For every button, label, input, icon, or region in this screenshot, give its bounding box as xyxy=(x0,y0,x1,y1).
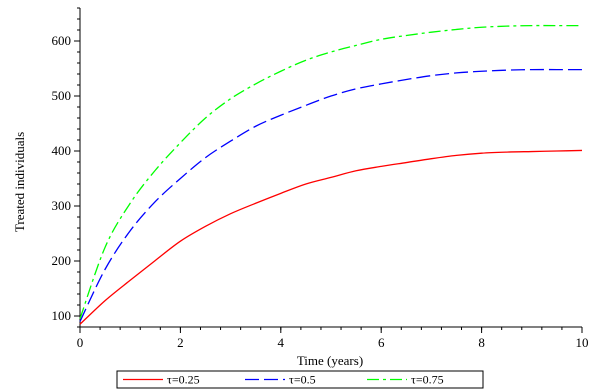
x-tick-label: 2 xyxy=(177,335,184,350)
y-tick-label: 600 xyxy=(52,33,72,48)
y-tick-label: 200 xyxy=(52,253,72,268)
legend: τ=0.25 τ=0.5 τ=0.75 xyxy=(116,370,484,389)
x-tick-label: 8 xyxy=(478,335,485,350)
series-lines xyxy=(79,24,583,325)
x-tick-label: 6 xyxy=(378,335,385,350)
x-tick-label: 4 xyxy=(278,335,285,350)
y-axis-title: Treated individuals xyxy=(12,132,27,232)
x-axis-title: Time (years) xyxy=(297,353,363,368)
legend-box xyxy=(116,370,484,389)
legend-label-3: τ=0.75 xyxy=(411,373,444,387)
y-tick-label: 300 xyxy=(52,198,72,213)
series-line-2 xyxy=(79,68,582,322)
y-tick-label: 500 xyxy=(52,88,72,103)
x-tick-label: 10 xyxy=(576,335,589,350)
y-tick-label: 100 xyxy=(52,308,72,323)
y-tick-label: 400 xyxy=(52,143,72,158)
legend-label-1: τ=0.25 xyxy=(167,373,200,387)
axes: 100 200 300 400 500 600 0 2 4 6 8 10 xyxy=(52,7,589,350)
legend-label-2: τ=0.5 xyxy=(289,373,316,387)
x-tick-label: 0 xyxy=(77,335,84,350)
series-line-3 xyxy=(79,24,582,319)
series-line-1 xyxy=(79,149,583,325)
